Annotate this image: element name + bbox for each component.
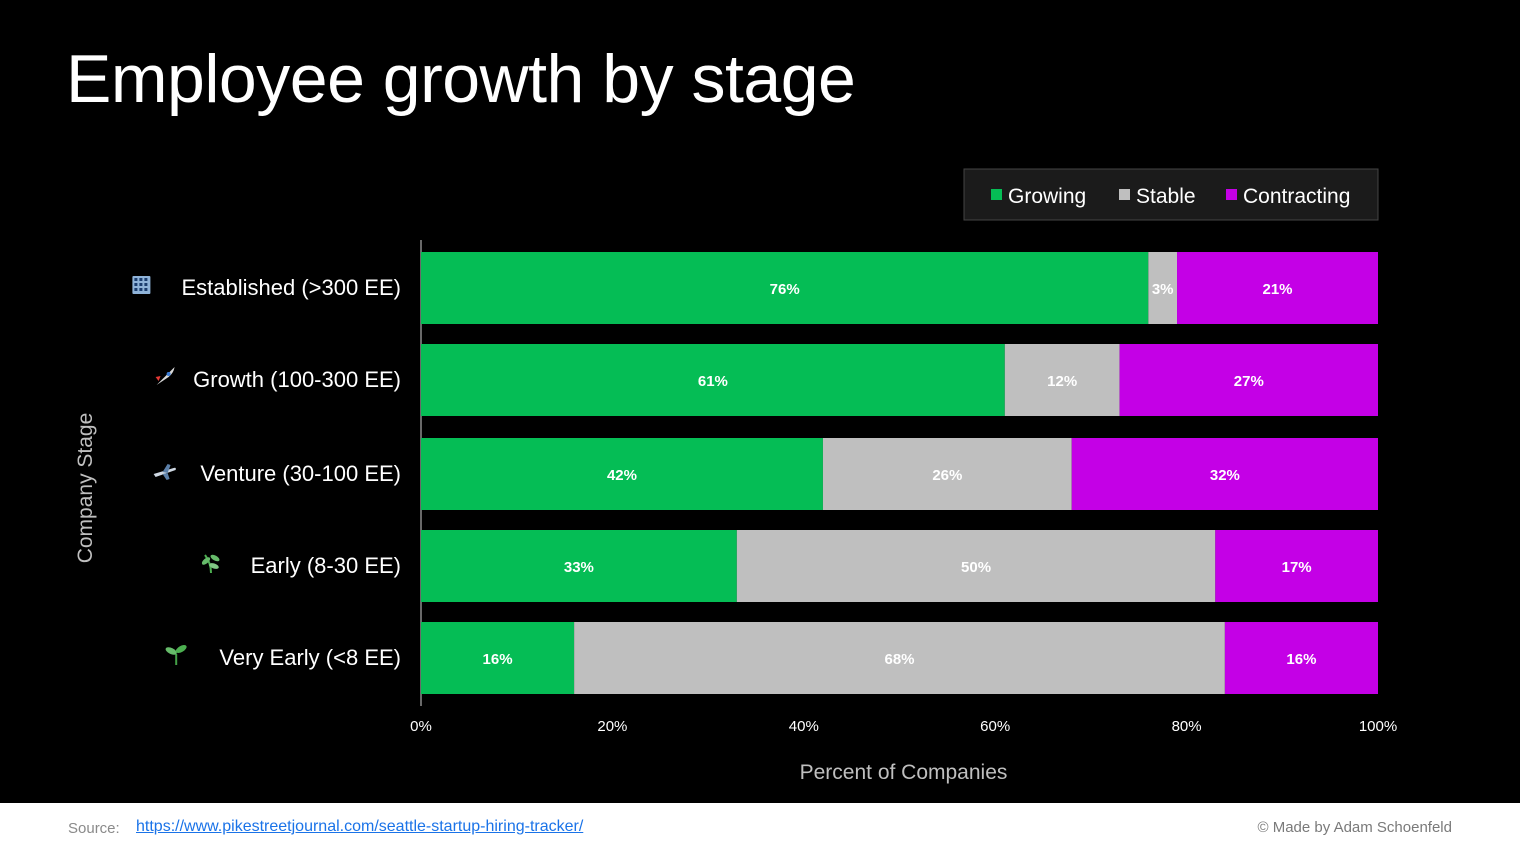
bar-growing-4: [421, 530, 737, 602]
x-tick-label: 40%: [789, 718, 819, 735]
bar-contracting-4: [1215, 530, 1378, 602]
x-tick-label: 20%: [597, 718, 627, 735]
office-building-icon: [132, 276, 151, 294]
data-label: 68%: [884, 651, 914, 668]
category-label: Early (8-30 EE): [251, 553, 401, 578]
rocket-icon: [153, 367, 175, 388]
source-link[interactable]: https://www.pikestreetjournal.com/seattl…: [136, 818, 584, 835]
legend-label-growing: Growing: [1008, 185, 1086, 208]
data-label: 17%: [1282, 559, 1312, 576]
category-label: Very Early (<8 EE): [219, 645, 401, 670]
category-label: Established (>300 EE): [181, 275, 401, 300]
data-label: 76%: [770, 281, 800, 298]
credit-text: © Made by Adam Schoenfeld: [1257, 819, 1452, 836]
stacked-bar-chart: 76% 3% 21% Established (>300 EE) 61% 12% 27% Gr…: [74, 168, 1397, 784]
herb-icon: [201, 554, 220, 574]
bar-stable-4: [736, 530, 1216, 602]
bar-contracting-2: [1119, 344, 1378, 416]
data-label: 27%: [1234, 373, 1264, 390]
legend-label-contracting: Contracting: [1243, 185, 1350, 208]
category-label: Growth (100-300 EE): [193, 367, 401, 392]
data-label: 12%: [1047, 373, 1077, 390]
bar-growing-1: [421, 252, 1149, 324]
data-label: 50%: [961, 559, 991, 576]
legend-swatch-stable: [1119, 189, 1130, 200]
bar-stable-3: [822, 438, 1072, 510]
bar-contracting-1: [1177, 252, 1378, 324]
x-tick-label: 60%: [980, 718, 1010, 735]
bar-stable-5: [574, 622, 1225, 694]
source-label: Source:: [68, 820, 120, 837]
bar-growing-3: [421, 438, 823, 510]
bar-growing-2: [421, 344, 1005, 416]
legend-label-stable: Stable: [1136, 185, 1196, 208]
bar-contracting-3: [1071, 438, 1378, 510]
slide-background: Employee growth by stage 76% 3% 21% Establi…: [0, 0, 1520, 803]
x-tick-label: 80%: [1172, 718, 1202, 735]
data-label: 33%: [564, 559, 594, 576]
data-label: 32%: [1210, 467, 1240, 484]
data-label: 21%: [1262, 281, 1292, 298]
data-label: 16%: [483, 651, 513, 668]
x-tick-label: 100%: [1359, 718, 1397, 735]
page-title: Employee growth by stage: [66, 41, 856, 117]
data-label: 61%: [698, 373, 728, 390]
data-label: 42%: [607, 467, 637, 484]
legend: [963, 168, 1379, 221]
data-label: 26%: [932, 467, 962, 484]
category-label: Venture (30-100 EE): [200, 461, 401, 486]
bar-contracting-5: [1224, 622, 1378, 694]
bar-stable-2: [1004, 344, 1120, 416]
y-axis-title: Company Stage: [74, 413, 97, 564]
airplane-icon: [153, 464, 176, 480]
legend-swatch-growing: [991, 189, 1002, 200]
bar-growing-5: [421, 622, 575, 694]
data-label: 16%: [1286, 651, 1316, 668]
bar-stable-1: [1148, 252, 1178, 324]
seedling-icon: [165, 645, 187, 665]
legend-swatch-contracting: [1226, 189, 1237, 200]
x-axis-title: Percent of Companies: [800, 761, 1008, 784]
x-tick-label: 0%: [410, 718, 432, 735]
data-label: 3%: [1152, 281, 1174, 298]
